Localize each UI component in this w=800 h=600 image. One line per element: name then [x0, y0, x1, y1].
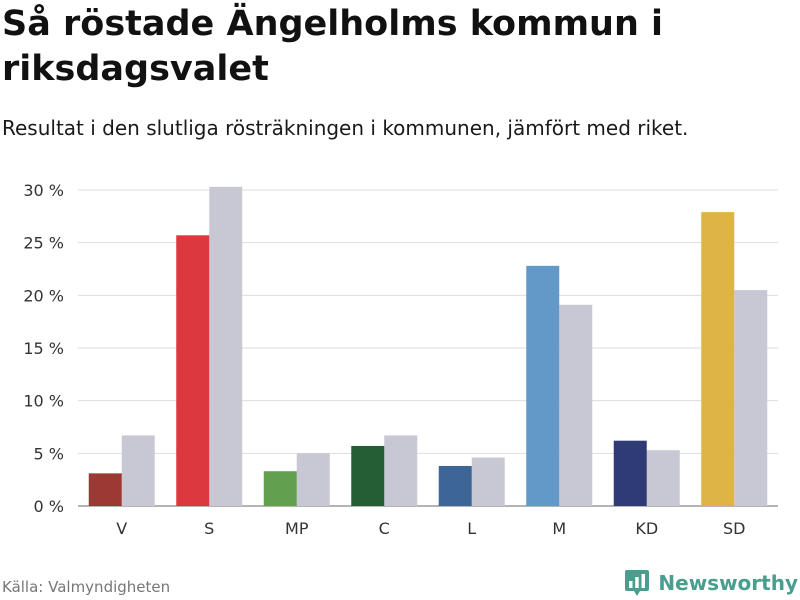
y-tick-label: 0 %	[34, 497, 64, 516]
y-tick-label: 5 %	[34, 444, 64, 463]
category-label: L	[467, 519, 476, 538]
bar-kommun-sd	[701, 212, 735, 506]
bar-riket-m	[559, 304, 593, 506]
bar-kommun-v	[88, 473, 122, 506]
bar-kommun-l	[438, 465, 472, 506]
y-tick-label: 15 %	[23, 339, 64, 358]
category-label: KD	[635, 519, 658, 538]
bar-kommun-c	[351, 445, 385, 506]
bar-kommun-m	[526, 265, 560, 506]
y-tick-label: 10 %	[23, 392, 64, 411]
bar-riket-l	[471, 457, 505, 506]
bar-chart: 0 % 5 % 10 % 15 % 20 % 25 % 30 % V S MP C L M KD SD	[23, 181, 778, 538]
category-label: MP	[285, 519, 309, 538]
bar-riket-mp	[296, 453, 330, 506]
chart-subtitle: Resultat i den slutliga rösträkningen i …	[2, 116, 689, 140]
category-label: V	[116, 519, 127, 538]
y-tick-label: 20 %	[23, 286, 64, 305]
category-label: SD	[723, 519, 745, 538]
brand-name: Newsworthy	[658, 571, 798, 595]
y-tick-label: 25 %	[23, 234, 64, 253]
bars	[88, 186, 768, 506]
brand-logo[interactable]: Newsworthy	[624, 568, 798, 598]
bar-kommun-s	[176, 235, 210, 506]
bar-kommun-kd	[613, 440, 647, 506]
bar-riket-sd	[734, 290, 768, 506]
chart-title: Så röstade Ängelholms kommun i riksdagsv…	[2, 4, 664, 89]
bar-riket-v	[121, 435, 155, 506]
bar-riket-c	[384, 435, 418, 506]
bar-riket-kd	[646, 450, 680, 506]
bar-chart-logo-icon	[625, 570, 650, 596]
bar-riket-s	[209, 186, 243, 506]
y-tick-label: 30 %	[23, 181, 64, 200]
category-label: M	[552, 519, 566, 538]
category-label: S	[204, 519, 214, 538]
category-labels: V S MP C L M KD SD	[116, 519, 745, 538]
category-label: C	[379, 519, 390, 538]
source-note: Källa: Valmyndigheten	[2, 578, 171, 596]
bar-kommun-mp	[263, 471, 297, 506]
